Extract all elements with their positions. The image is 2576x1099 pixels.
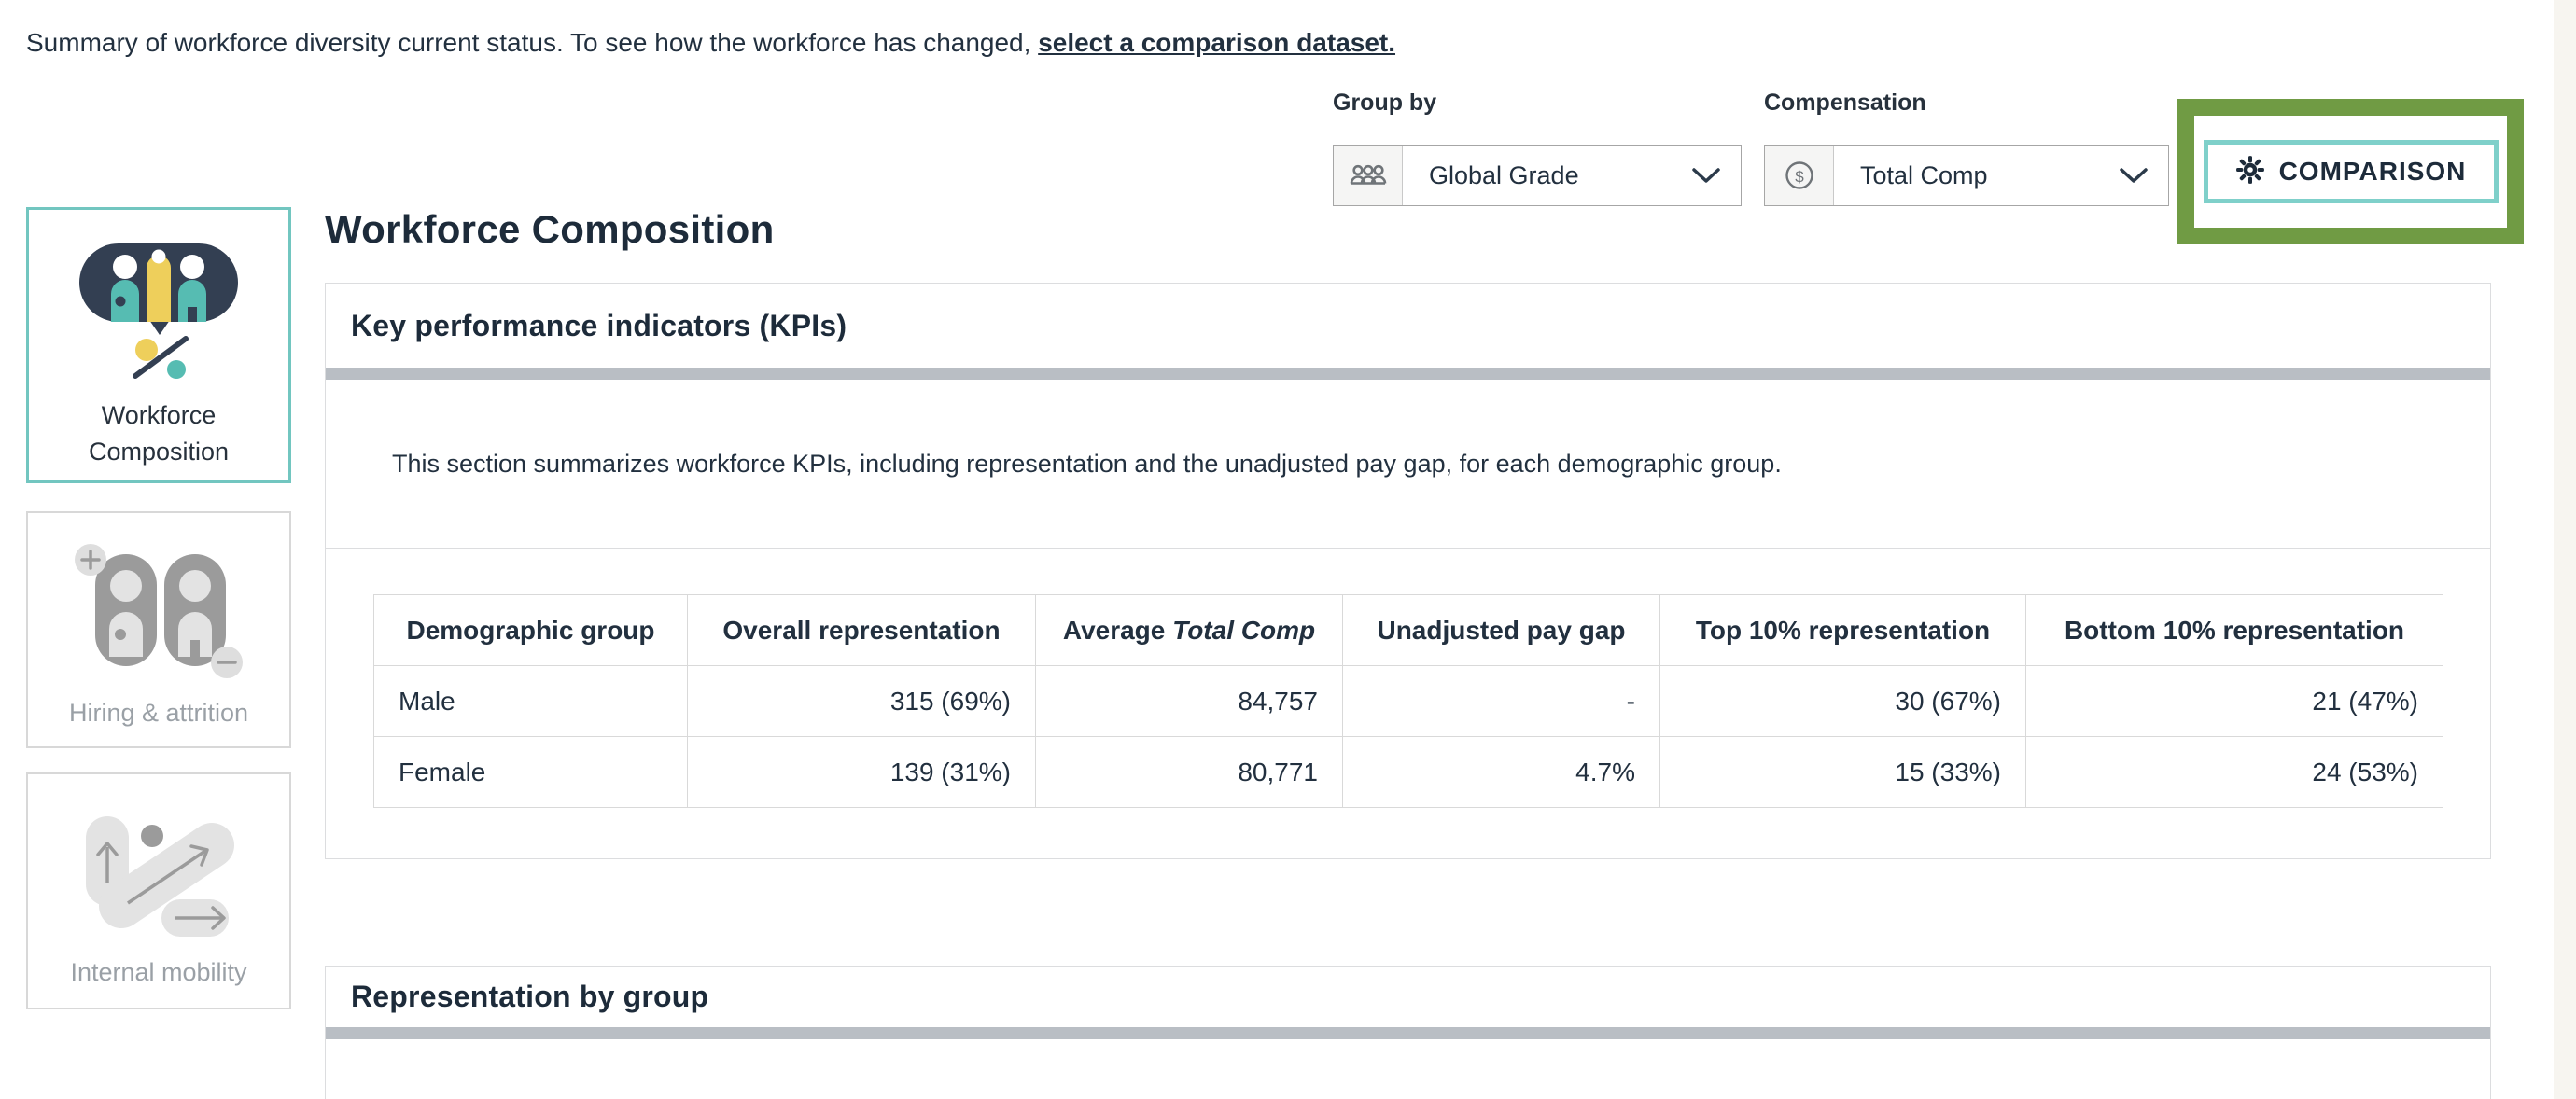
col-demographic-group: Demographic group (373, 594, 688, 666)
col-average-total-comp: Average Total Comp (1035, 594, 1343, 666)
group-by-value: Global Grade (1429, 160, 1579, 189)
group-by-dropdown[interactable]: Global Grade (1333, 145, 1742, 206)
sidebar-item-label: Workforce Composition (88, 401, 230, 466)
kpi-table: Demographic group Overall representation… (373, 594, 2443, 808)
people-group-icon (1334, 146, 1403, 205)
table-row-female: Female 139 (31%) 80,771 4.7% 15 (33%) 24… (373, 736, 2443, 808)
col-unadjusted-pay-gap: Unadjusted pay gap (1342, 594, 1660, 666)
compensation-label: Compensation (1764, 90, 1926, 116)
comparison-button-label: COMPARISON (2278, 157, 2467, 186)
col-overall-representation: Overall representation (687, 594, 1036, 666)
compensation-dropdown[interactable]: $ Total Comp (1764, 145, 2169, 206)
representation-section-header: Representation by group (326, 967, 2490, 1027)
gear-icon (2235, 155, 2265, 189)
cell-group: Male (373, 665, 688, 737)
cell-top10: 15 (33%) (1659, 736, 2026, 808)
internal-mobility-icon (70, 799, 247, 943)
cell-bottom10: 21 (47%) (2025, 665, 2443, 737)
summary-note: Summary of workforce diversity current s… (26, 28, 1395, 58)
page-title: Workforce Composition (325, 207, 775, 251)
sidebar-item-label: Internal mobility (70, 958, 247, 986)
dollar-circle-icon: $ (1765, 146, 1834, 205)
kpi-section-header: Key performance indicators (KPIs) (326, 284, 2490, 368)
kpi-section-panel: Key performance indicators (KPIs) This s… (325, 283, 2491, 859)
chevron-down-icon (1692, 146, 1741, 205)
workforce-composition-icon (70, 242, 247, 384)
kpi-section-heading: Key performance indicators (KPIs) (351, 308, 847, 342)
cell-overall: 315 (69%) (687, 665, 1036, 737)
cell-avg-comp: 84,757 (1035, 665, 1343, 737)
col-bottom10-representation: Bottom 10% representation (2025, 594, 2443, 666)
sidebar-item-hiring-attrition[interactable]: Hiring & attrition (26, 511, 291, 748)
chevron-down-icon (2120, 146, 2168, 205)
page-edge-strip (2554, 0, 2576, 1099)
section-divider-bar (326, 1027, 2490, 1039)
cell-pay-gap: 4.7% (1342, 736, 1660, 808)
compensation-value: Total Comp (1860, 160, 1988, 189)
cell-top10: 30 (67%) (1659, 665, 2026, 737)
sidebar-item-internal-mobility[interactable]: Internal mobility (26, 772, 291, 1009)
comparison-button[interactable]: COMPARISON (2203, 140, 2499, 203)
group-by-label: Group by (1333, 90, 1437, 116)
representation-section-heading: Representation by group (351, 980, 709, 1013)
summary-text: Summary of workforce diversity current s… (26, 28, 1039, 57)
hiring-attrition-icon (70, 539, 247, 686)
representation-section-panel: Representation by group (325, 966, 2491, 1099)
sidebar-item-label: Hiring & attrition (68, 699, 249, 727)
cell-avg-comp: 80,771 (1035, 736, 1343, 808)
kpi-table-container: Demographic group Overall representation… (326, 549, 2490, 808)
section-divider-bar (326, 368, 2490, 380)
annotation-highlight-box: COMPARISON (2177, 99, 2524, 244)
cell-overall: 139 (31%) (687, 736, 1036, 808)
sidebar-item-workforce-composition[interactable]: Workforce Composition (26, 207, 291, 483)
table-row-male: Male 315 (69%) 84,757 - 30 (67%) 21 (47%… (373, 665, 2443, 737)
col-top10-representation: Top 10% representation (1659, 594, 2026, 666)
cell-pay-gap: - (1342, 665, 1660, 737)
kpi-table-header-row: Demographic group Overall representation… (373, 594, 2443, 666)
svg-text:$: $ (1795, 168, 1804, 186)
comparison-dataset-link[interactable]: select a comparison dataset. (1038, 28, 1396, 57)
kpi-section-description: This section summarizes workforce KPIs, … (326, 380, 2490, 549)
cell-group: Female (373, 736, 688, 808)
cell-bottom10: 24 (53%) (2025, 736, 2443, 808)
